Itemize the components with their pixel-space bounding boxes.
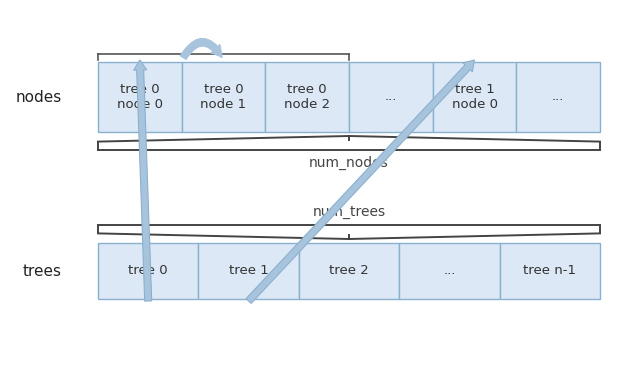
Text: tree 1: tree 1: [229, 264, 269, 277]
FancyArrowPatch shape: [180, 38, 222, 60]
FancyBboxPatch shape: [266, 62, 349, 132]
FancyBboxPatch shape: [98, 243, 198, 299]
FancyBboxPatch shape: [198, 243, 299, 299]
Text: ...: ...: [384, 91, 397, 103]
Polygon shape: [246, 60, 474, 303]
Text: tree 0
node 2: tree 0 node 2: [284, 83, 330, 111]
FancyBboxPatch shape: [299, 243, 399, 299]
FancyBboxPatch shape: [349, 62, 432, 132]
Text: tree 1
node 0: tree 1 node 0: [451, 83, 498, 111]
FancyBboxPatch shape: [399, 243, 499, 299]
Text: ...: ...: [443, 264, 456, 277]
Text: trees: trees: [23, 264, 62, 279]
FancyBboxPatch shape: [98, 62, 182, 132]
Text: tree 0: tree 0: [128, 264, 168, 277]
Text: tree 2: tree 2: [329, 264, 369, 277]
FancyBboxPatch shape: [499, 243, 600, 299]
FancyBboxPatch shape: [182, 62, 266, 132]
Text: nodes: nodes: [16, 89, 62, 104]
FancyBboxPatch shape: [516, 62, 600, 132]
Text: tree n-1: tree n-1: [523, 264, 576, 277]
Text: ...: ...: [552, 91, 564, 103]
Text: num_trees: num_trees: [312, 205, 386, 219]
Polygon shape: [134, 60, 152, 301]
FancyBboxPatch shape: [432, 62, 516, 132]
Text: tree 0
node 1: tree 0 node 1: [201, 83, 247, 111]
Text: num_nodes: num_nodes: [309, 156, 389, 170]
Text: tree 0
node 0: tree 0 node 0: [117, 83, 163, 111]
